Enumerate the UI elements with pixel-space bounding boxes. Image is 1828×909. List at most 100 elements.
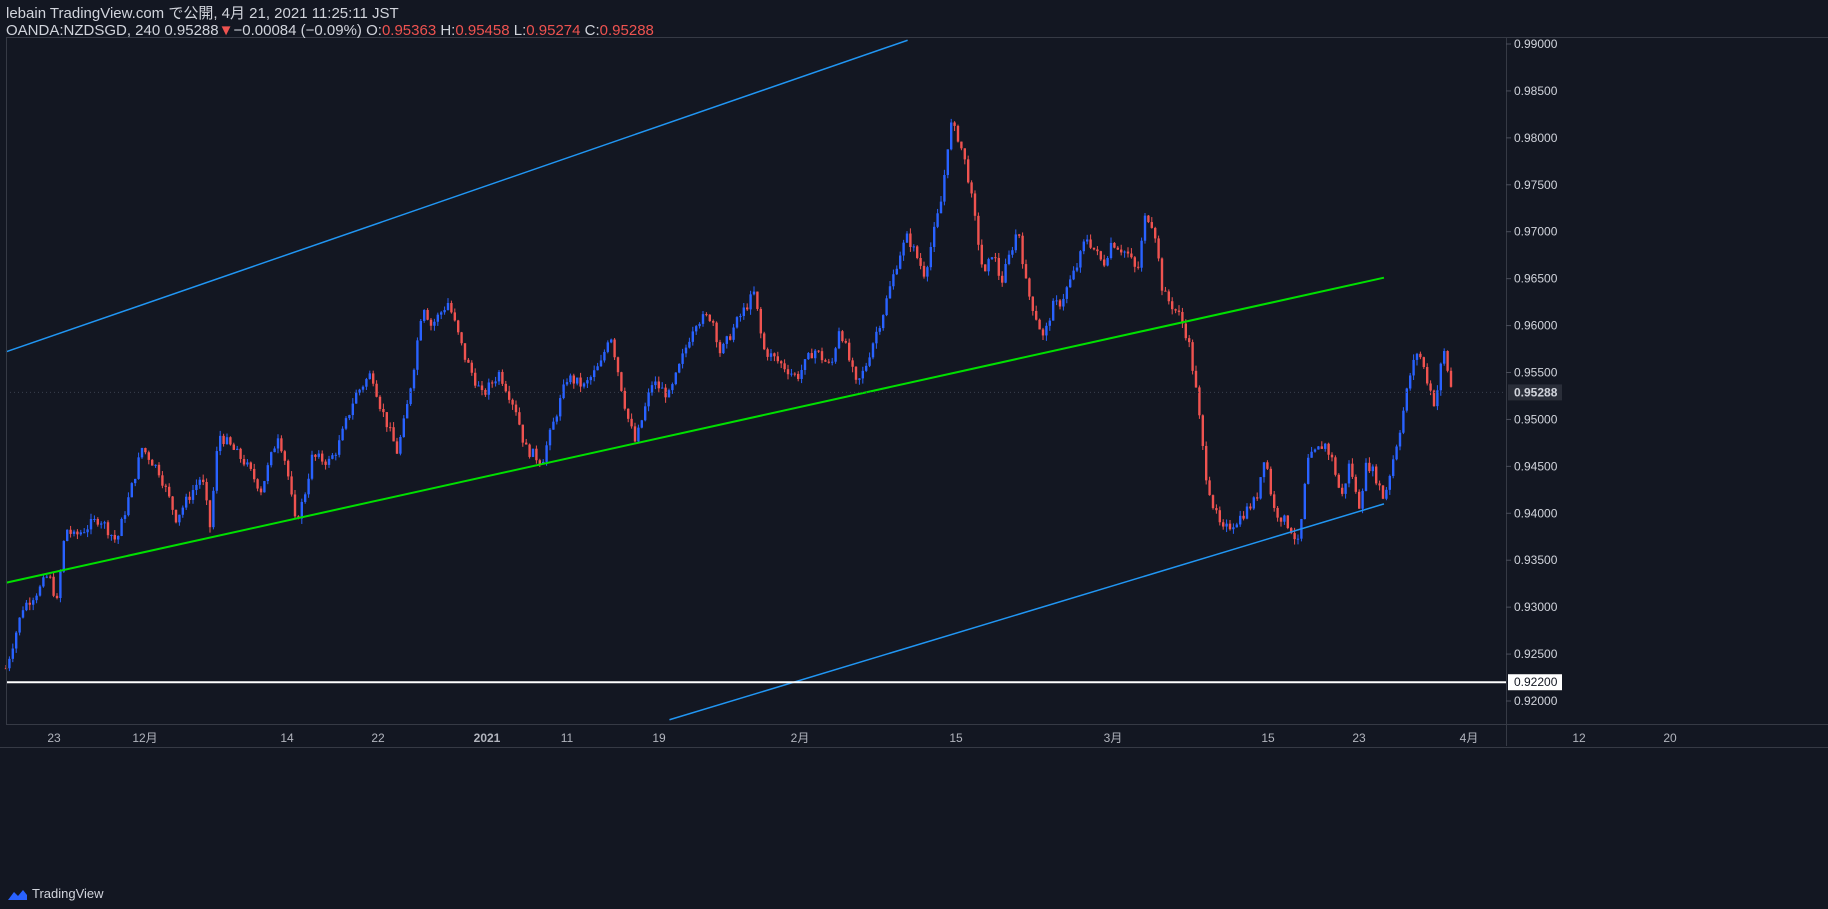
candle-body [963, 148, 966, 160]
candle-body [997, 257, 1000, 276]
candle-body [729, 336, 732, 340]
candle-body [18, 617, 21, 633]
candle-body [100, 523, 103, 525]
candle-body [545, 445, 548, 462]
candle-body [943, 175, 946, 202]
candle-body [1395, 446, 1398, 460]
candle-body [967, 159, 970, 183]
candle-body [576, 377, 579, 384]
candle-body [270, 452, 273, 466]
candle-body [596, 366, 599, 371]
tradingview-logo[interactable]: TradingView [6, 886, 104, 901]
candle-body [1426, 367, 1429, 384]
candle-body [72, 531, 76, 534]
candle-body [1171, 301, 1174, 310]
candle-body [137, 457, 140, 479]
candle-body [1385, 489, 1388, 499]
candle-body [1232, 527, 1235, 530]
candle-body [246, 462, 249, 465]
candle-body [307, 478, 310, 495]
candle-body [174, 509, 178, 523]
candle-body [599, 360, 603, 367]
candle-body [1103, 259, 1106, 266]
candle-body [769, 353, 773, 357]
candle-body [1375, 466, 1378, 484]
price-tick-label: 0.95500 [1514, 366, 1558, 380]
candle-body [667, 390, 671, 398]
candle-body [327, 458, 331, 465]
candle-body [1208, 480, 1211, 496]
candle-body [831, 361, 834, 363]
candle-body [1188, 338, 1191, 343]
candle-body [55, 595, 59, 599]
candle-body [191, 490, 195, 500]
candle-body [487, 382, 490, 395]
candle-body [181, 507, 184, 515]
price-tick-label: 0.94000 [1514, 506, 1558, 520]
time-tick-label: 23 [47, 731, 61, 745]
candle-body [688, 341, 691, 348]
candle-body [579, 377, 582, 387]
candle-body [1184, 323, 1187, 339]
candle-body [409, 388, 412, 405]
candle-body [1283, 515, 1286, 522]
time-tick-label: 14 [280, 731, 294, 745]
candle-body [885, 298, 888, 316]
candle-body [1368, 462, 1371, 472]
candle-body [188, 496, 191, 500]
candle-body [287, 460, 290, 477]
candle-body [1069, 279, 1072, 288]
candle-body [164, 485, 167, 487]
candle-body [610, 339, 613, 343]
candle-body [1429, 383, 1432, 391]
candle-body [232, 444, 235, 450]
candle-body [395, 441, 399, 454]
time-axis[interactable]: 23 12月 14 22 2021 11 19 2月 15 3月 15 23 4月 12 20 [0, 37, 1828, 748]
candle-body [198, 479, 201, 485]
candle-body [620, 372, 623, 391]
candle-body [735, 317, 739, 328]
candle-body [637, 427, 640, 442]
candle-body [1344, 483, 1347, 494]
price-axis[interactable]: 0.99000 0.98500 0.98000 0.97500 0.97000 0.965… [1506, 37, 1562, 746]
candle-body [1106, 257, 1109, 266]
candle-body [763, 333, 766, 350]
candle-body [559, 398, 562, 417]
candle-body [593, 370, 596, 378]
candle-body [793, 373, 796, 375]
chart-legend: lebain TradingView.com で公開, 4月 21, 2021 … [6, 5, 654, 39]
candle-body [497, 371, 501, 382]
candlestick-series [4, 118, 1453, 672]
candle-body [1004, 264, 1007, 283]
candle-body [956, 125, 960, 142]
current-price-tag [1508, 384, 1562, 401]
candle-body [742, 307, 745, 316]
candle-body [946, 149, 949, 176]
candle-body [1239, 515, 1242, 525]
time-tick-label: 2月 [791, 731, 810, 745]
candle-body [508, 391, 511, 400]
candle-body [378, 396, 382, 409]
candle-body [66, 529, 69, 542]
candle-body [157, 464, 161, 476]
candle-body [837, 331, 841, 349]
candle-body [586, 380, 589, 384]
candle-body [1164, 290, 1167, 292]
candle-body [480, 385, 484, 390]
candle-body [1443, 351, 1446, 364]
candle-body [290, 476, 293, 495]
candle-body [1116, 247, 1119, 250]
candle-body [1072, 270, 1075, 280]
candle-body [589, 377, 592, 381]
candle-body [35, 595, 38, 601]
candle-body [718, 342, 722, 354]
time-tick-label: 2021 [474, 731, 501, 745]
candle-body [1154, 227, 1157, 239]
candle-body [484, 389, 487, 395]
candle-body [161, 475, 164, 486]
candle-body [293, 494, 297, 517]
time-tick-label: 19 [652, 731, 666, 745]
candle-body [1269, 468, 1272, 495]
candle-body [606, 342, 609, 352]
